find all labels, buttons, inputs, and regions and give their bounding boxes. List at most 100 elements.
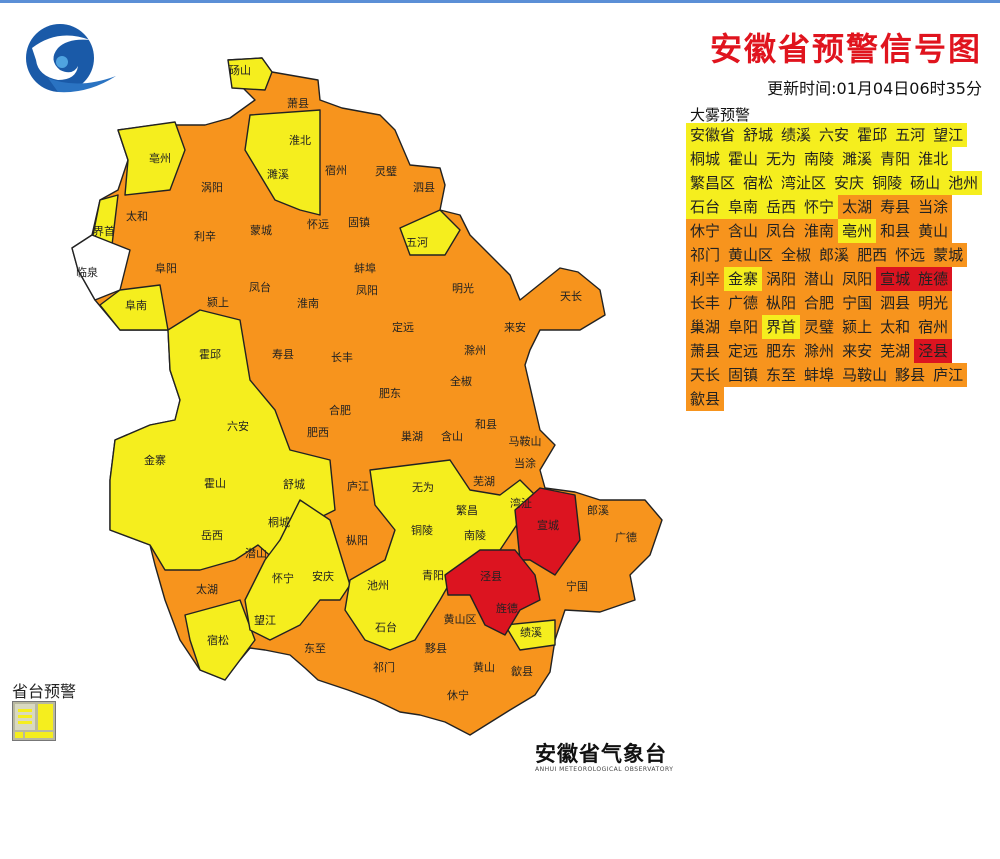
county-label: 利辛 [194,230,216,243]
warning-county-orange: 宿州 [914,315,953,339]
county-label: 宣城 [537,519,559,532]
warning-county-orange: 肥东 [762,339,801,363]
warning-county-orange: 郎溪 [815,243,854,267]
warning-county-orange: 蚌埠 [800,363,839,387]
county-label: 明光 [452,282,474,295]
county-label: 休宁 [447,689,469,702]
county-label: 临泉 [76,266,98,279]
warning-row: 天长 固镇 东至 蚌埠 马鞍山 黟县 庐江 [686,363,986,387]
county-label: 歙县 [511,665,533,678]
county-label: 肥东 [379,387,401,400]
warning-row: 萧县 定远 肥东 滁州 来安 芜湖 泾县 [686,339,986,363]
warning-county-orange: 合肥 [800,291,839,315]
warning-county-yellow: 六安 [815,123,854,147]
warning-county-orange: 潜山 [800,267,839,291]
warning-county-orange: 太和 [876,315,915,339]
warning-county-yellow: 石台 [686,195,725,219]
county-label: 旌德 [496,602,518,615]
warning-county-orange: 太湖 [838,195,877,219]
county-label: 全椒 [450,375,472,388]
warning-county-yellow: 砀山 [906,171,945,195]
warning-county-list: 安徽省 舒城 绩溪 六安 霍邱 五河 望江 桐城 霍山 无为 南陵 濉溪 青阳 淮北 繁昌区 宿松 湾沚区 安庆铜… [686,123,986,411]
warning-county-yellow: 舒城 [739,123,778,147]
county-label: 广德 [615,531,637,544]
county-label: 铜陵 [411,524,433,537]
county-label: 望江 [254,614,276,627]
warning-county-orange: 黄山区 [724,243,778,267]
warning-row: 休宁 含山 凤台 淮南 亳州 和县 黄山 [686,219,986,243]
county-label: 霍邱 [199,348,221,361]
county-label: 合肥 [329,404,351,417]
county-label: 青阳 [422,569,444,582]
county-label: 蚌埠 [354,262,376,275]
warning-county-yellow: 桐城 [686,147,725,171]
county-label: 界首 [93,225,115,238]
province-map [71,57,663,736]
warning-county-orange: 枞阳 [762,291,801,315]
county-label: 固镇 [348,216,370,229]
county-label: 寿县 [272,348,294,361]
warning-county-orange: 灵璧 [800,315,839,339]
warning-county-yellow: 无为 [762,147,801,171]
county-label: 灵璧 [375,165,397,178]
county-label: 天长 [560,290,582,303]
warning-county-yellow: 金寨 [724,267,763,291]
region-yellow [504,619,556,651]
warning-row: 桐城 霍山 无为 南陵 濉溪 青阳 淮北 [686,147,986,171]
county-label: 泗县 [413,181,435,194]
warning-county-orange: 和县 [876,219,915,243]
region-yellow [117,121,186,196]
warning-county-yellow: 怀宁 [800,195,839,219]
county-label: 怀宁 [272,572,294,585]
warning-county-yellow: 安庆 [830,171,869,195]
warning-county-orange: 当涂 [914,195,953,219]
warning-county-orange: 来安 [838,339,877,363]
county-label: 来安 [504,321,526,334]
warning-county-yellow: 绩溪 [777,123,816,147]
county-label: 郎溪 [587,504,609,517]
county-label: 泾县 [480,570,502,583]
warning-county-yellow: 南陵 [800,147,839,171]
county-label: 六安 [227,420,249,433]
warning-row: 繁昌区 宿松 湾沚区 安庆 铜陵 砀山 池州 [686,171,986,195]
warning-row: 歙县 [686,387,986,411]
provincial-warning-label: 省台预警 [12,682,77,701]
county-label: 含山 [441,430,463,443]
warning-county-yellow: 铜陵 [868,171,907,195]
warning-county-orange: 天长 [686,363,725,387]
warning-county-orange: 颍上 [838,315,877,339]
warning-county-orange: 萧县 [686,339,725,363]
fog-warning-signal-icon[interactable] [12,701,56,741]
county-label: 萧县 [287,97,309,110]
warning-county-orange: 黟县 [891,363,930,387]
warning-county-yellow: 亳州 [838,219,877,243]
warning-county-orange: 滁州 [800,339,839,363]
county-label: 滁州 [464,344,486,357]
county-label: 宿州 [325,164,347,177]
warning-row: 石台 阜南 岳西 怀宁 太湖 寿县 当涂 [686,195,986,219]
observatory-name-en: ANHUI METEOROLOGICAL OBSERVATORY [535,766,674,773]
warning-county-orange: 广德 [724,291,763,315]
warning-county-orange: 淮南 [800,219,839,243]
warning-county-orange: 巢湖 [686,315,725,339]
county-label: 枞阳 [346,534,368,547]
county-label: 黟县 [425,642,447,655]
warning-county-orange: 定远 [724,339,763,363]
county-label: 桐城 [268,516,290,529]
region-yellow [109,309,336,571]
county-label: 淮南 [297,297,319,310]
county-label: 淮北 [289,134,311,147]
county-label: 池州 [367,579,389,592]
warning-county-yellow: 五河 [891,123,930,147]
region-red [444,549,541,636]
warning-county-yellow: 湾沚区 [777,171,831,195]
warning-county-orange: 马鞍山 [838,363,892,387]
county-label: 阜南 [125,299,147,312]
warning-county-orange: 宁国 [838,291,877,315]
county-label: 霍山 [204,477,226,490]
county-label: 阜阳 [155,262,177,275]
region-yellow [184,599,256,681]
warning-type-title: 大雾预警 [690,106,751,124]
region-yellow [227,57,273,91]
warning-county-orange: 黄山 [914,219,953,243]
